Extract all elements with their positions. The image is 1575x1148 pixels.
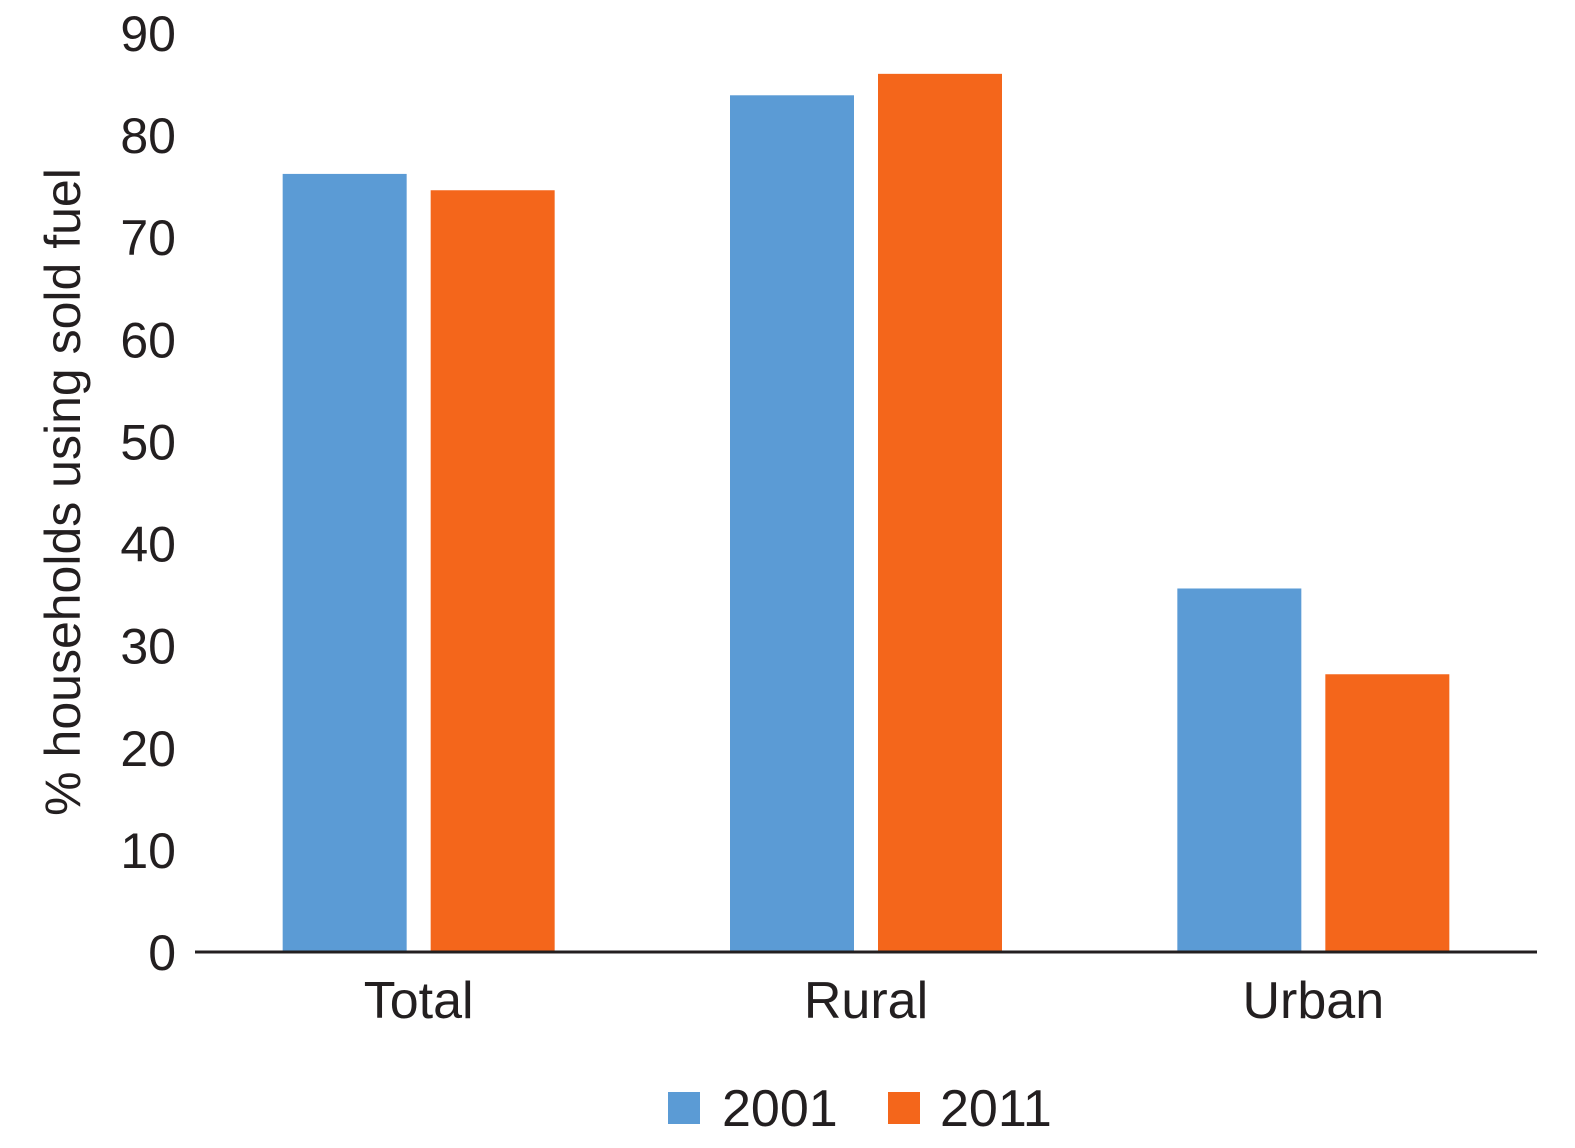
legend-swatch-2011 (888, 1092, 920, 1124)
bar-total-2001 (282, 173, 407, 952)
bars (282, 73, 1450, 953)
y-tick-label: 50 (120, 414, 176, 470)
y-tick-label: 0 (148, 925, 176, 981)
x-tick-label-total: Total (364, 972, 474, 1030)
bar-urban-2001 (1177, 588, 1302, 952)
legend-label-2001: 2001 (722, 1080, 838, 1138)
y-tick-label: 70 (120, 210, 176, 266)
legend-label-2011: 2011 (940, 1080, 1052, 1138)
legend: 2001 2011 (668, 1080, 1052, 1138)
y-tick-label: 90 (120, 6, 176, 62)
bar-rural-2011 (878, 73, 1002, 953)
y-axis-title: % households using sold fuel (35, 168, 91, 816)
y-tick-label: 20 (120, 721, 176, 777)
y-tick-label: 10 (120, 823, 176, 879)
legend-swatch-2001 (668, 1092, 700, 1124)
y-tick-label: 40 (120, 517, 176, 573)
x-axis-labels: Total Rural Urban (364, 972, 1384, 1030)
y-axis-ticks: 0 10 20 30 40 50 60 70 80 90 (120, 6, 176, 981)
y-tick-label: 80 (120, 108, 176, 164)
bar-total-2011 (430, 190, 555, 953)
bar-rural-2001 (730, 95, 854, 952)
bar-urban-2011 (1325, 674, 1450, 952)
x-tick-label-urban: Urban (1243, 972, 1385, 1030)
y-axis-title-group: % households using sold fuel (35, 168, 91, 816)
x-tick-label-rural: Rural (804, 972, 928, 1030)
y-tick-label: 60 (120, 312, 176, 368)
y-tick-label: 30 (120, 619, 176, 675)
